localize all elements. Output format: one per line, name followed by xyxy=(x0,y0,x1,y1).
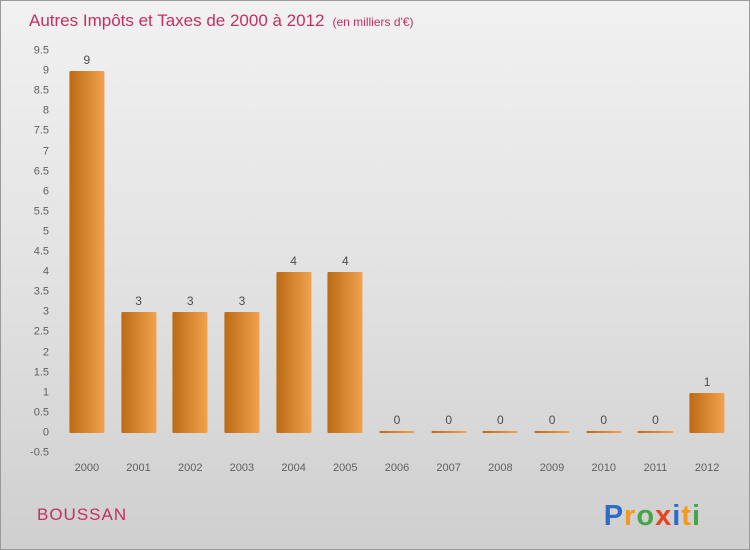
bar-column: 0 2006 xyxy=(371,51,423,474)
plot-area: 9 2000 3 2001 3 2002 3 2003 4 2004 4 2005 0 2006 0 2007… xyxy=(61,51,733,474)
x-tick-label: 2002 xyxy=(177,462,203,474)
y-tick-label: 9.5 xyxy=(33,44,49,57)
y-tick-label: 2 xyxy=(42,346,49,358)
bar-value-label: 0 xyxy=(548,412,556,427)
bar-column: 4 2004 xyxy=(268,51,320,474)
bar xyxy=(586,430,622,433)
x-tick-label: 2008 xyxy=(488,462,513,474)
y-tick-label: 5.5 xyxy=(33,205,49,218)
bar-value-label: 0 xyxy=(652,412,659,427)
y-axis: 9.5 9 8.5 8 7.5 7 6.5 6 5.5 5 4.5 4 3.5 3 2.5 2 1.5 1 0.5 0… xyxy=(13,45,57,458)
commune-name: BOUSSAN xyxy=(37,505,128,524)
logo-letter: t xyxy=(681,500,692,532)
bar-column: 0 2007 xyxy=(423,51,475,474)
y-tick-label: 4.5 xyxy=(33,245,49,258)
bar xyxy=(276,272,312,433)
logo-letter: P xyxy=(603,500,625,532)
bar-column: 0 2009 xyxy=(526,51,578,474)
bar-value-label: 3 xyxy=(238,294,246,309)
y-tick-label: 3 xyxy=(42,305,49,318)
chart-subtitle: (en milliers d'€) xyxy=(332,15,414,29)
bar-value-label: 4 xyxy=(341,254,349,269)
y-tick-label: 2.5 xyxy=(33,325,49,338)
logo-letter: o xyxy=(636,500,656,532)
x-tick-label: 2000 xyxy=(74,462,100,474)
bar-value-label: 1 xyxy=(703,374,711,389)
logo-letter: r xyxy=(624,500,637,532)
chart-title: Autres Impôts et Taxes de 2000 à 2012 xyxy=(29,11,325,30)
x-tick-label: 2011 xyxy=(643,462,668,474)
bar xyxy=(120,312,157,433)
bar-value-label: 3 xyxy=(135,294,142,309)
x-tick-label: 2005 xyxy=(333,462,358,474)
y-tick-label: 1 xyxy=(42,386,49,399)
bar-column: 9 2000 xyxy=(61,51,113,474)
bar xyxy=(689,392,725,433)
y-tick-label: 8.5 xyxy=(33,84,49,97)
bar-column: 1 2012 xyxy=(681,51,733,474)
x-tick-label: 2004 xyxy=(281,462,306,474)
logo-letter: x xyxy=(655,500,673,532)
y-tick-label: 8 xyxy=(42,104,49,117)
bar-column: 4 2005 xyxy=(319,51,371,474)
y-tick-label: 6 xyxy=(42,185,49,198)
bar xyxy=(172,312,208,433)
bar xyxy=(327,272,363,433)
y-tick-label: 5 xyxy=(42,225,49,238)
bar-value-label: 9 xyxy=(83,53,91,68)
bar xyxy=(379,430,415,433)
x-tick-label: 2006 xyxy=(384,462,410,474)
y-tick-label: 0.5 xyxy=(33,406,49,419)
y-tick-label: 7 xyxy=(42,145,49,157)
y-tick-label: 9 xyxy=(42,64,49,77)
y-tick-label: 4 xyxy=(42,265,49,278)
x-tick-label: 2009 xyxy=(539,462,565,474)
y-tick-label: 1.5 xyxy=(33,366,49,379)
bar-column: 0 2011 xyxy=(630,51,682,474)
bar xyxy=(637,430,673,433)
y-tick-label: -0.5 xyxy=(30,446,49,459)
bar xyxy=(534,430,570,433)
x-tick-label: 2003 xyxy=(229,462,255,474)
bar xyxy=(482,430,518,433)
bar-column: 0 2010 xyxy=(578,51,630,474)
y-tick-label: 7.5 xyxy=(33,124,49,137)
bar-value-label: 0 xyxy=(445,412,452,427)
bar-column: 0 2008 xyxy=(475,51,527,474)
bar-column: 3 2001 xyxy=(113,51,165,474)
bar xyxy=(431,430,467,433)
bar-value-label: 0 xyxy=(600,412,608,427)
logo-letter: i xyxy=(672,500,682,532)
x-tick-label: 2007 xyxy=(436,462,461,474)
chart-header: Autres Impôts et Taxes de 2000 à 2012 (en… xyxy=(29,11,413,31)
proxiti-logo: Proxiti xyxy=(604,500,701,533)
bar-value-label: 0 xyxy=(393,412,401,427)
logo-letter: i xyxy=(691,500,701,532)
y-tick-label: 0 xyxy=(42,426,49,439)
bar xyxy=(69,71,105,433)
bar-chart: 9.5 9 8.5 8 7.5 7 6.5 6 5.5 5 4.5 4 3.5 3 2.5 2 1.5 1 0.5 0… xyxy=(13,45,733,474)
x-tick-label: 2010 xyxy=(591,462,616,474)
x-tick-label: 2012 xyxy=(694,462,720,474)
y-tick-label: 3.5 xyxy=(33,285,49,298)
y-tick-label: 6.5 xyxy=(33,165,49,178)
bar xyxy=(224,312,260,433)
x-tick-label: 2001 xyxy=(126,462,151,474)
bar-column: 3 2003 xyxy=(216,51,268,474)
bar-value-label: 3 xyxy=(186,294,194,309)
bar-column: 3 2002 xyxy=(164,51,216,474)
bar-value-label: 4 xyxy=(290,254,297,269)
bar-value-label: 0 xyxy=(497,412,504,427)
